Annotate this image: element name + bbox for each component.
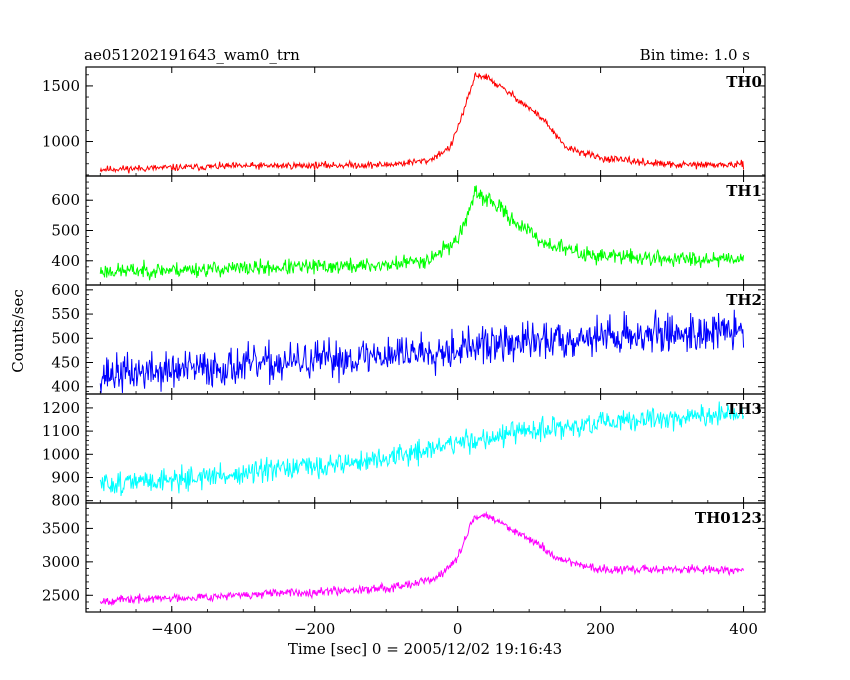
y-tick-label: 450	[51, 354, 80, 372]
y-tick-label: 2500	[42, 586, 80, 604]
y-tick-label: 1200	[42, 399, 80, 417]
y-tick-label: 1000	[42, 133, 80, 151]
y-tick-label: 500	[51, 329, 80, 347]
x-tick-label: −200	[294, 620, 335, 638]
y-tick-label: 400	[51, 252, 80, 270]
panel-label: TH1	[726, 182, 762, 200]
y-tick-label: 1100	[42, 422, 80, 440]
panel-label: TH2	[726, 291, 762, 309]
y-tick-label: 1000	[42, 445, 80, 463]
y-tick-label: 1500	[42, 77, 80, 95]
y-tick-label: 3500	[42, 519, 80, 537]
series-line-th1	[99, 185, 745, 281]
panel-frame	[85, 66, 766, 177]
series-line-th3	[99, 401, 745, 497]
y-tick-label: 800	[51, 492, 80, 510]
bin-time-label: Bin time: 1.0 s	[640, 46, 750, 64]
y-tick-label: 600	[51, 191, 80, 209]
x-axis-label: Time [sec] 0 = 2005/12/02 19:16:43	[288, 640, 562, 658]
y-tick-label: 600	[51, 281, 80, 299]
panel-label: TH0	[726, 73, 762, 91]
panels-group: 1000 1500 TH0 400 500 600 TH1 400 450 500 550 600 TH…	[42, 66, 766, 638]
y-tick-label: 900	[51, 468, 80, 486]
x-tick-label: 0	[453, 620, 463, 638]
y-tick-label: 3000	[42, 553, 80, 571]
panel-label: TH3	[726, 400, 762, 418]
panel-th0123: 2500 3000 3500 TH0123	[42, 502, 766, 613]
x-tick-label: 200	[586, 620, 615, 638]
chart-title: ae051202191643_wam0_trn	[84, 46, 300, 64]
panel-label: TH0123	[695, 509, 762, 527]
y-tick-label: 400	[51, 378, 80, 396]
x-tick-label: −400	[151, 620, 192, 638]
y-tick-label: 500	[51, 222, 80, 240]
series-line-th0	[99, 71, 745, 174]
series-line-th2	[99, 309, 745, 393]
x-tick-label: 400	[729, 620, 758, 638]
y-axis-label: Counts/sec	[9, 289, 27, 373]
panel-th3: 800 900 1000 1100 1200 TH3	[42, 393, 766, 510]
panel-th0: 1000 1500 TH0	[42, 66, 766, 177]
y-tick-label: 550	[51, 305, 80, 323]
series-line-th0123	[99, 510, 745, 607]
panel-th1: 400 500 600 TH1	[51, 175, 766, 286]
panel-th2: 400 450 500 550 600 TH2	[51, 281, 766, 396]
panel-frame	[85, 502, 766, 613]
